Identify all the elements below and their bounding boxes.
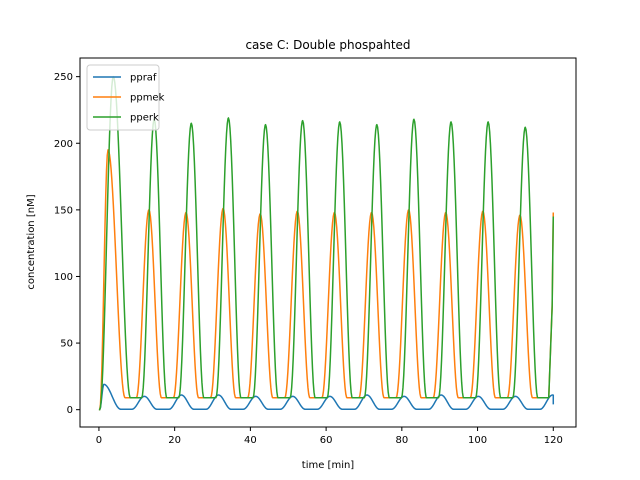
x-tick-label: 0 bbox=[96, 435, 102, 446]
y-tick-label: 0 bbox=[67, 405, 73, 416]
chart-title: case C: Double phospahted bbox=[245, 38, 410, 52]
series-line-ppraf bbox=[98, 383, 555, 411]
y-tick-label: 100 bbox=[54, 272, 73, 283]
x-tick-label: 40 bbox=[244, 435, 257, 446]
legend-label-pperk: pperk bbox=[130, 113, 159, 124]
legend-frame bbox=[86, 64, 160, 131]
x-tick-label: 100 bbox=[468, 435, 487, 446]
series-layer bbox=[98, 75, 555, 411]
y-tick-label: 50 bbox=[60, 339, 73, 350]
series-line-ppmek bbox=[98, 149, 555, 411]
x-tick-label: 60 bbox=[320, 435, 333, 446]
series-line-pperk bbox=[98, 75, 555, 411]
x-tick-label: 80 bbox=[395, 435, 408, 446]
y-tick-label: 150 bbox=[54, 205, 73, 216]
y-tick-label: 250 bbox=[54, 72, 73, 83]
legend-label-ppraf: ppraf bbox=[130, 73, 157, 84]
x-tick-label: 120 bbox=[544, 435, 563, 446]
legend-label-ppmek: ppmek bbox=[130, 93, 165, 104]
y-axis-label: concentration [nM] bbox=[26, 194, 37, 289]
y-axis: 0 50 100 150 200 250 bbox=[54, 72, 80, 416]
x-axis-label: time [min] bbox=[302, 460, 355, 471]
legend: ppraf ppmek pperk bbox=[86, 64, 165, 131]
x-axis: 0 20 40 60 80 100 120 bbox=[96, 427, 563, 446]
plot-frame bbox=[79, 57, 577, 428]
y-tick-label: 200 bbox=[54, 139, 73, 150]
x-tick-label: 20 bbox=[168, 435, 181, 446]
